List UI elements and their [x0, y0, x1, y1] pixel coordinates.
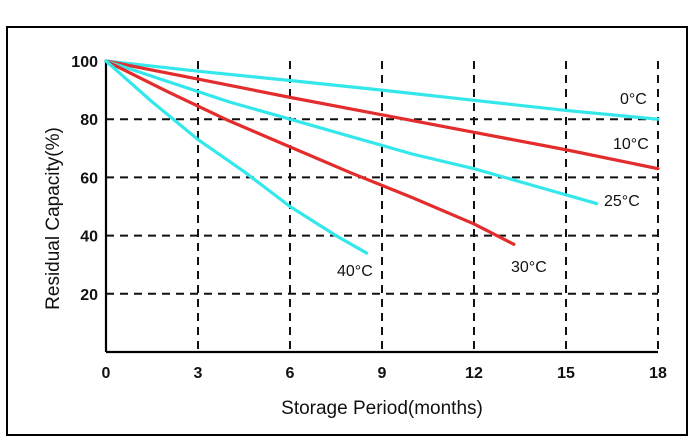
- x-tick-label-6: 18: [649, 365, 667, 382]
- x-axis-title: Storage Period(months): [281, 398, 483, 419]
- series-label-2: 25°C: [604, 193, 640, 210]
- series-line-4: [104, 59, 369, 255]
- x-tick-label-3: 9: [378, 365, 387, 382]
- series-line-1: [104, 59, 660, 171]
- y-tick-label-0: 20: [80, 287, 98, 304]
- x-tick-label-2: 6: [286, 365, 295, 382]
- series-line-2: [104, 59, 599, 206]
- y-axis-title: Residual Capacity(%): [43, 127, 64, 310]
- x-tick-label-1: 3: [194, 365, 203, 382]
- y-tick-label-3: 80: [80, 112, 98, 129]
- series-label-0: 0°C: [620, 91, 647, 108]
- series-label-3: 30°C: [511, 259, 547, 276]
- x-tick-label-4: 12: [465, 365, 483, 382]
- series-label-1: 10°C: [613, 136, 649, 153]
- x-tick-label-0: 0: [102, 365, 111, 382]
- series-line-3: [104, 59, 516, 246]
- series-label-4: 40°C: [337, 263, 373, 280]
- series-line-0: [104, 59, 660, 121]
- y-tick-label-4: 100: [71, 54, 98, 71]
- chart-frame: [6, 26, 688, 436]
- y-tick-label-1: 40: [80, 229, 98, 246]
- x-tick-label-5: 15: [557, 365, 575, 382]
- y-tick-label-2: 60: [80, 170, 98, 187]
